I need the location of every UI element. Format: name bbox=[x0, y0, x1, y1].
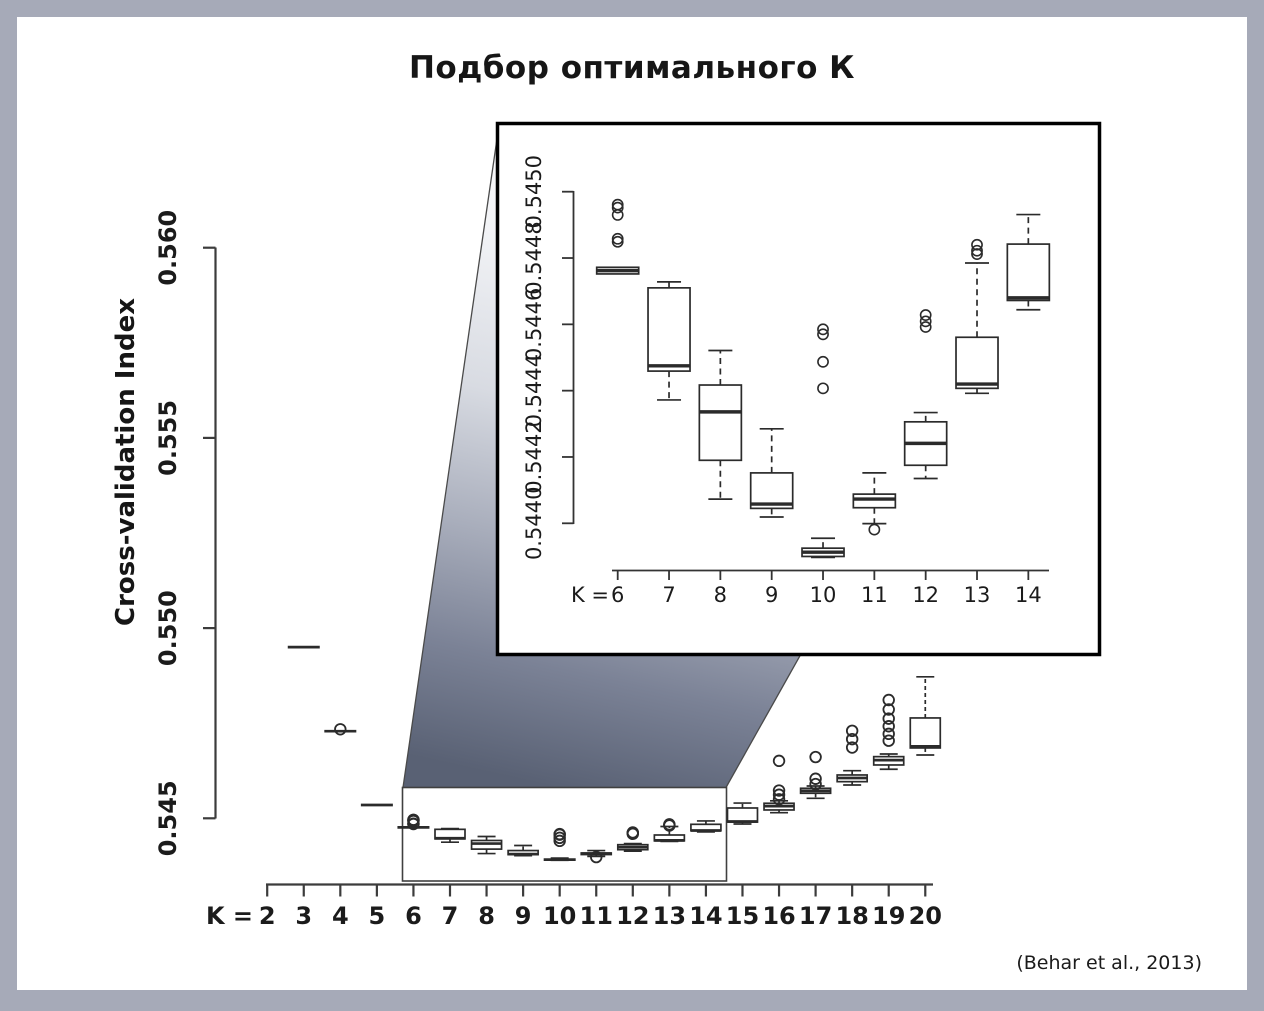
svg-text:7: 7 bbox=[442, 902, 459, 930]
inset-boxplots bbox=[595, 198, 1051, 559]
inset-panel bbox=[495, 121, 1102, 657]
svg-text:20: 20 bbox=[909, 902, 942, 930]
attribution-text: (Behar et al., 2013) bbox=[1016, 952, 1202, 974]
svg-text:12: 12 bbox=[616, 902, 649, 930]
svg-text:11: 11 bbox=[580, 902, 613, 930]
svg-text:14: 14 bbox=[1015, 583, 1042, 607]
svg-text:0.555: 0.555 bbox=[154, 400, 182, 476]
svg-text:4: 4 bbox=[332, 902, 349, 930]
svg-text:10: 10 bbox=[543, 902, 576, 930]
svg-text:0.5446: 0.5446 bbox=[522, 288, 546, 361]
svg-text:K =: K = bbox=[571, 583, 609, 607]
y-axis-title: Cross-validation Index bbox=[111, 298, 141, 626]
svg-text:11: 11 bbox=[861, 583, 888, 607]
svg-text:0.560: 0.560 bbox=[154, 210, 182, 286]
svg-text:13: 13 bbox=[964, 583, 991, 607]
svg-text:8: 8 bbox=[478, 902, 495, 930]
svg-text:2: 2 bbox=[259, 902, 276, 930]
main-boxplots bbox=[287, 645, 942, 864]
svg-text:16: 16 bbox=[762, 902, 795, 930]
figure-title: Подбор оптимального К bbox=[408, 50, 855, 86]
svg-text:7: 7 bbox=[662, 583, 675, 607]
svg-text:6: 6 bbox=[405, 902, 422, 930]
svg-text:10: 10 bbox=[810, 583, 837, 607]
svg-text:0.5450: 0.5450 bbox=[522, 155, 546, 228]
svg-text:12: 12 bbox=[912, 583, 939, 607]
svg-text:8: 8 bbox=[714, 583, 727, 607]
svg-text:18: 18 bbox=[835, 902, 868, 930]
svg-text:0.5442: 0.5442 bbox=[522, 420, 546, 493]
svg-text:5: 5 bbox=[369, 902, 386, 930]
svg-text:15: 15 bbox=[726, 902, 759, 930]
svg-text:14: 14 bbox=[689, 902, 722, 930]
svg-text:0.5448: 0.5448 bbox=[522, 221, 546, 294]
svg-text:13: 13 bbox=[653, 902, 686, 930]
svg-text:0.5444: 0.5444 bbox=[522, 354, 546, 427]
svg-text:9: 9 bbox=[765, 583, 778, 607]
svg-text:19: 19 bbox=[872, 902, 905, 930]
svg-text:3: 3 bbox=[295, 902, 312, 930]
svg-text:9: 9 bbox=[515, 902, 532, 930]
svg-text:6: 6 bbox=[611, 583, 624, 607]
svg-text:0.550: 0.550 bbox=[154, 590, 182, 666]
svg-text:17: 17 bbox=[799, 902, 832, 930]
svg-text:0.545: 0.545 bbox=[154, 780, 182, 856]
svg-text:K =: K = bbox=[206, 902, 253, 930]
svg-text:0.5440: 0.5440 bbox=[522, 487, 546, 560]
